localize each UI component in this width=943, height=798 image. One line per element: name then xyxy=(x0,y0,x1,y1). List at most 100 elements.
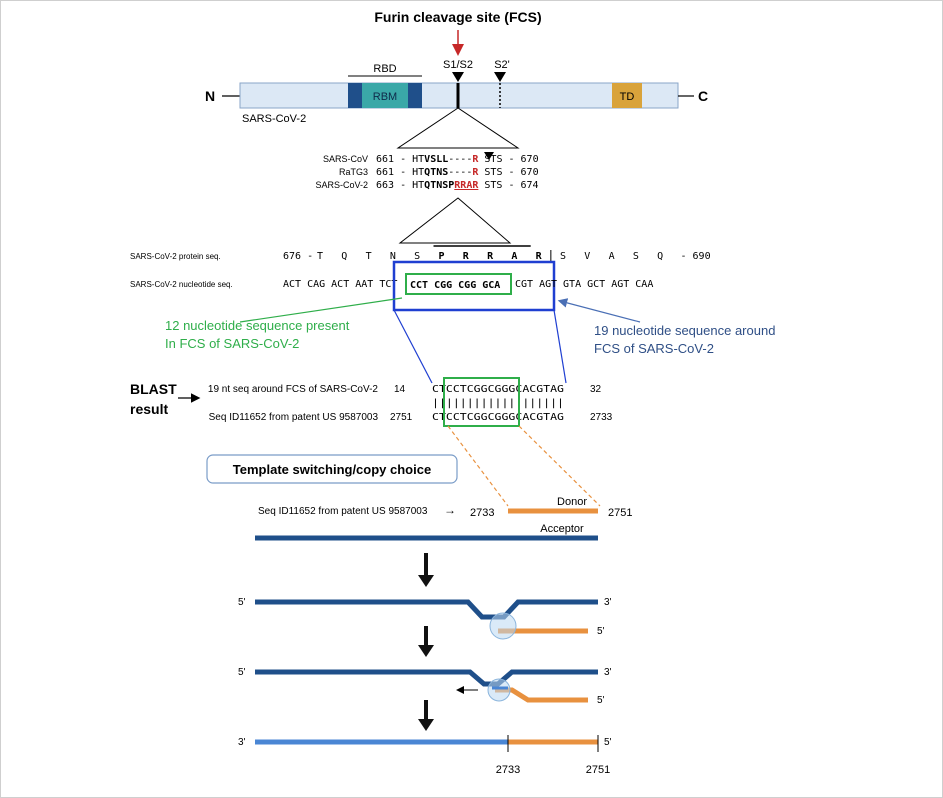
alignment-virus-name: RaTG3 xyxy=(339,167,368,177)
s1s2-triangle xyxy=(452,72,464,82)
alignment-sequence: 663 - HTQTNSPRRAR STS - 674 xyxy=(376,180,539,191)
step-3: 3' 5' 2733 2751 xyxy=(238,735,612,776)
protein-residue: P xyxy=(438,251,444,262)
template-switching: Template switching/copy choice Seq ID116… xyxy=(206,454,632,541)
green-callout-line2: In FCS of SARS-CoV-2 xyxy=(165,336,299,351)
zoom-triangle-bottom xyxy=(398,197,512,244)
nucleotide-boxed: CCT CGG CGG GCA xyxy=(410,280,500,291)
step3-start-label: 2733 xyxy=(496,764,520,776)
s2prime-label: S2' xyxy=(494,59,510,71)
step1-three-prime: 3' xyxy=(604,597,612,608)
protein-seq-label: SARS-CoV-2 protein seq. xyxy=(130,252,221,261)
donor-source-label: Seq ID11652 from patent US 9587003 xyxy=(258,506,428,517)
template-switching-box xyxy=(206,454,458,484)
step-2: 5' 3' 5' xyxy=(238,667,612,706)
alignment-sequence: 661 - HTVSLL----R STS - 670 xyxy=(376,154,539,165)
protein-residue: S xyxy=(414,251,420,262)
rbm-label: RBM xyxy=(373,91,397,103)
blast-subject-start: 2751 xyxy=(390,412,413,423)
nucleotide-seq-label: SARS-CoV-2 nucleotide seq. xyxy=(130,280,233,289)
alignment-row: RaTG3 661 - HTQTNS----R STS - 670 xyxy=(339,167,539,178)
step-arrowhead-2 xyxy=(418,645,434,657)
step3-end-label: 2751 xyxy=(586,764,610,776)
figure-title: Furin cleavage site (FCS) xyxy=(374,9,541,25)
s1s2-label: S1/S2 xyxy=(443,59,473,71)
rbm-domain xyxy=(362,83,408,108)
step-arrows xyxy=(418,553,434,731)
blast-query-end: 32 xyxy=(590,384,602,395)
green-callout-line1: 12 nucleotide sequence present xyxy=(165,318,350,333)
step2-polymerase xyxy=(487,678,511,702)
fcs-19nt-box xyxy=(392,260,556,312)
c-terminus-label: C xyxy=(698,88,708,104)
blast-query-start: 14 xyxy=(394,384,406,395)
blast-label-line1: BLAST xyxy=(130,381,177,397)
step1-five-prime: 5' xyxy=(238,597,246,608)
alignment-row: SARS-CoV-2 663 - HTQTNSPRRAR STS - 674 xyxy=(315,180,538,191)
nucleotide-sequence-row: SARS-CoV-2 nucleotide seq. ACT CAG ACT A… xyxy=(130,260,653,312)
protein-residue: R xyxy=(463,251,470,262)
blue-callout-arrow xyxy=(557,298,641,323)
blast-query-seq: CTCCTCGGCGGGCACGTAG xyxy=(432,384,564,395)
protein-residue: T xyxy=(317,251,323,262)
step2-acceptor xyxy=(255,669,598,687)
blast-subject-end: 2733 xyxy=(590,412,613,423)
protein-end: - 690 xyxy=(681,251,711,262)
step2-five-prime: 5' xyxy=(238,667,246,678)
donor-end: 2751 xyxy=(608,507,632,519)
step2-three-prime: 3' xyxy=(604,667,612,678)
blast-query-label: 19 nt seq around FCS of SARS-CoV-2 xyxy=(208,384,379,395)
blast-subject-seq: CTCCTCGGCGGGCACGTAG xyxy=(432,412,564,423)
step3-three-prime: 3' xyxy=(238,737,246,748)
protein-residue: Q xyxy=(657,251,663,262)
nucleotide-right-b: T GTA GCT AGT CAA xyxy=(551,279,653,290)
nucleotide-right-a: CGT AG xyxy=(515,279,551,290)
alignment-virus-name: SARS-CoV-2 xyxy=(315,180,368,190)
blue-callout-line2: FCS of SARS-CoV-2 xyxy=(594,341,714,356)
alignment-block: SARS-CoV 661 - HTVSLL----R STS - 670 RaTG3… xyxy=(315,152,539,191)
zoom-triangle-top xyxy=(396,107,520,149)
donor-start: 2733 xyxy=(470,507,494,519)
protein-residue: Q xyxy=(341,251,347,262)
protein-sequence-row: SARS-CoV-2 protein seq. 676 - T Q T N S P R R A R S V… xyxy=(130,245,711,262)
blast-label-line2: result xyxy=(130,401,168,417)
template-switching-label: Template switching/copy choice xyxy=(233,462,431,477)
alignment-virus-name: SARS-CoV xyxy=(323,154,368,164)
step3-five-prime: 5' xyxy=(604,737,612,748)
projection-left xyxy=(393,309,433,384)
protein-residue: S xyxy=(560,251,566,262)
step-1: 5' 3' 5' xyxy=(238,597,612,640)
donor-label: Donor xyxy=(557,496,587,508)
donor-source-arrow: → xyxy=(444,503,456,517)
donor-guide-right xyxy=(518,425,601,507)
blast-match-line: ||||||||||||||||||| xyxy=(432,398,564,409)
projection-right xyxy=(553,309,567,384)
blast-subject-label: Seq ID11652 from patent US 9587003 xyxy=(209,412,379,423)
donor-guide-left xyxy=(447,425,509,507)
step1-polymerase xyxy=(489,612,517,640)
blast-12nt-box xyxy=(443,377,520,427)
acceptor-label: Acceptor xyxy=(540,523,584,535)
protein-start: 676 - xyxy=(283,251,313,262)
protein-residue: A xyxy=(511,251,517,262)
step-arrowhead-3 xyxy=(418,719,434,731)
td-label: TD xyxy=(620,91,635,103)
protein-residue: R xyxy=(487,251,494,262)
rbd-label: RBD xyxy=(373,63,396,75)
alignment-cleavage-triangle xyxy=(484,152,494,160)
virus-label: SARS-CoV-2 xyxy=(242,113,306,125)
green-callout-line xyxy=(239,297,403,323)
protein-residue: V xyxy=(584,251,590,262)
green-callout: 12 nucleotide sequence present In FCS of… xyxy=(165,297,403,351)
protein-residue: A xyxy=(609,251,615,262)
blue-callout-line1: 19 nucleotide sequence around xyxy=(594,323,775,338)
blast-result: BLAST result 19 nt seq around FCS of SAR… xyxy=(130,377,613,427)
step1-acceptor xyxy=(255,599,598,620)
nucleotide-left: ACT CAG ACT AAT TCT xyxy=(283,279,397,290)
step1-donor-five-prime: 5' xyxy=(597,626,605,637)
step2-donor-five-prime: 5' xyxy=(597,695,605,706)
protein-residue: R xyxy=(536,251,543,262)
n-terminus-label: N xyxy=(205,88,215,104)
step-arrowhead-1 xyxy=(418,575,434,587)
